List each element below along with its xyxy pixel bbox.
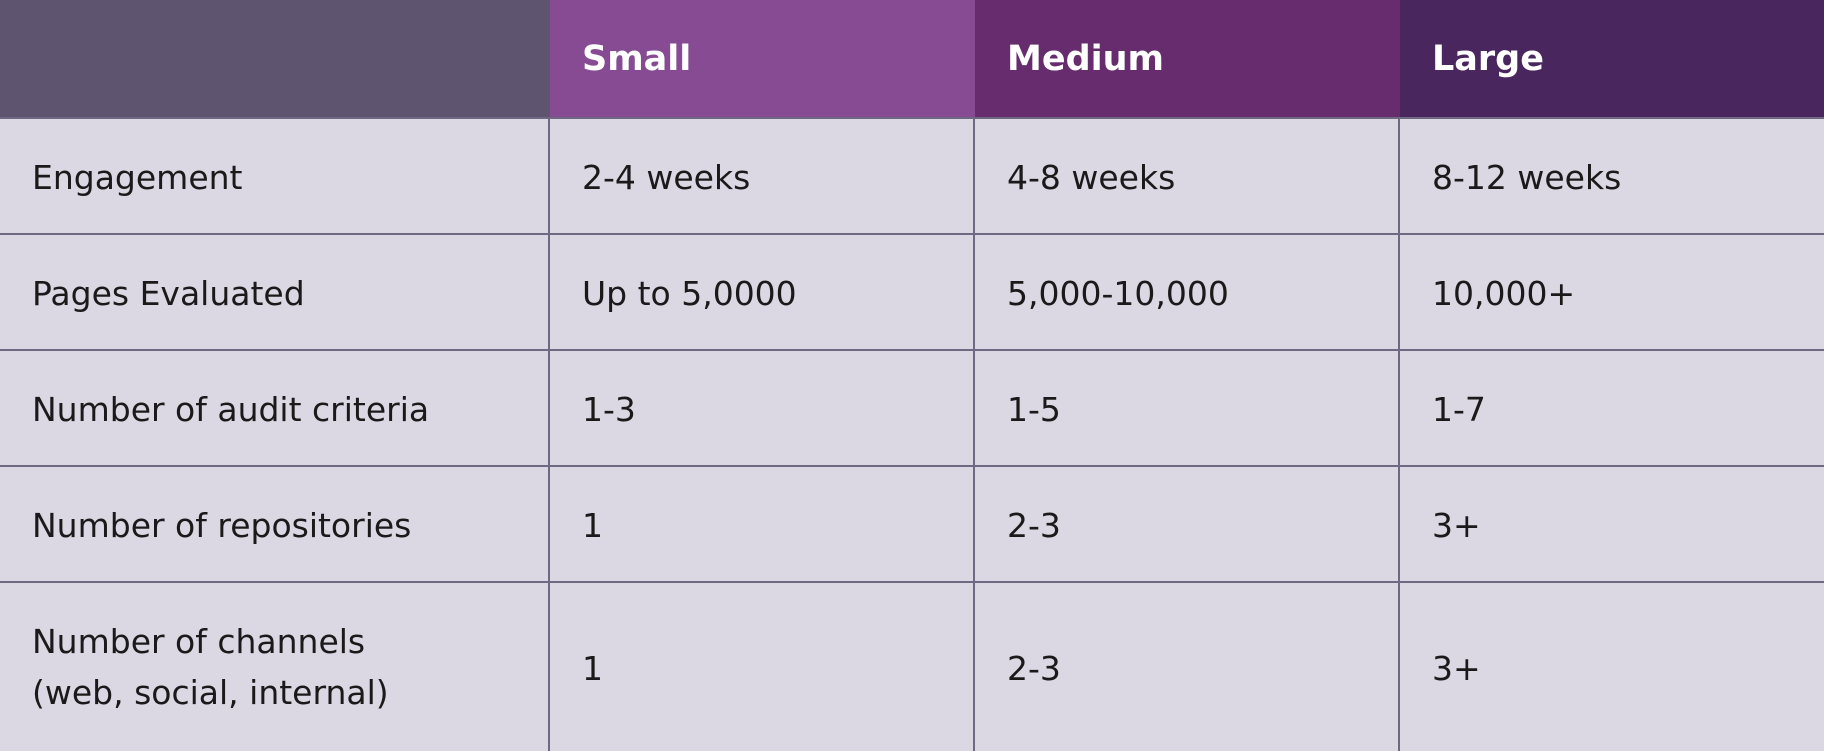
row-label-engagement: Engagement <box>0 119 550 235</box>
cell-medium: 2-3 <box>975 583 1400 751</box>
cell-large: 10,000+ <box>1400 235 1824 351</box>
header-medium: Medium <box>975 0 1400 119</box>
cell-large: 3+ <box>1400 583 1824 751</box>
cell-small: 2-4 weeks <box>550 119 975 235</box>
cell-medium: 5,000-10,000 <box>975 235 1400 351</box>
cell-large: 8-12 weeks <box>1400 119 1824 235</box>
cell-small: Up to 5,0000 <box>550 235 975 351</box>
cell-large: 1-7 <box>1400 351 1824 467</box>
header-small: Small <box>550 0 975 119</box>
cell-medium: 2-3 <box>975 467 1400 583</box>
row-label-channels: Number of channels (web, social, interna… <box>0 583 550 751</box>
row-label-repositories: Number of repositories <box>0 467 550 583</box>
cell-small: 1-3 <box>550 351 975 467</box>
cell-small: 1 <box>550 583 975 751</box>
cell-medium: 4-8 weeks <box>975 119 1400 235</box>
row-label-audit-criteria: Number of audit criteria <box>0 351 550 467</box>
cell-large: 3+ <box>1400 467 1824 583</box>
cell-small: 1 <box>550 467 975 583</box>
row-label-pages-evaluated: Pages Evaluated <box>0 235 550 351</box>
header-blank-cell <box>0 0 550 119</box>
header-large: Large <box>1400 0 1824 119</box>
cell-medium: 1-5 <box>975 351 1400 467</box>
